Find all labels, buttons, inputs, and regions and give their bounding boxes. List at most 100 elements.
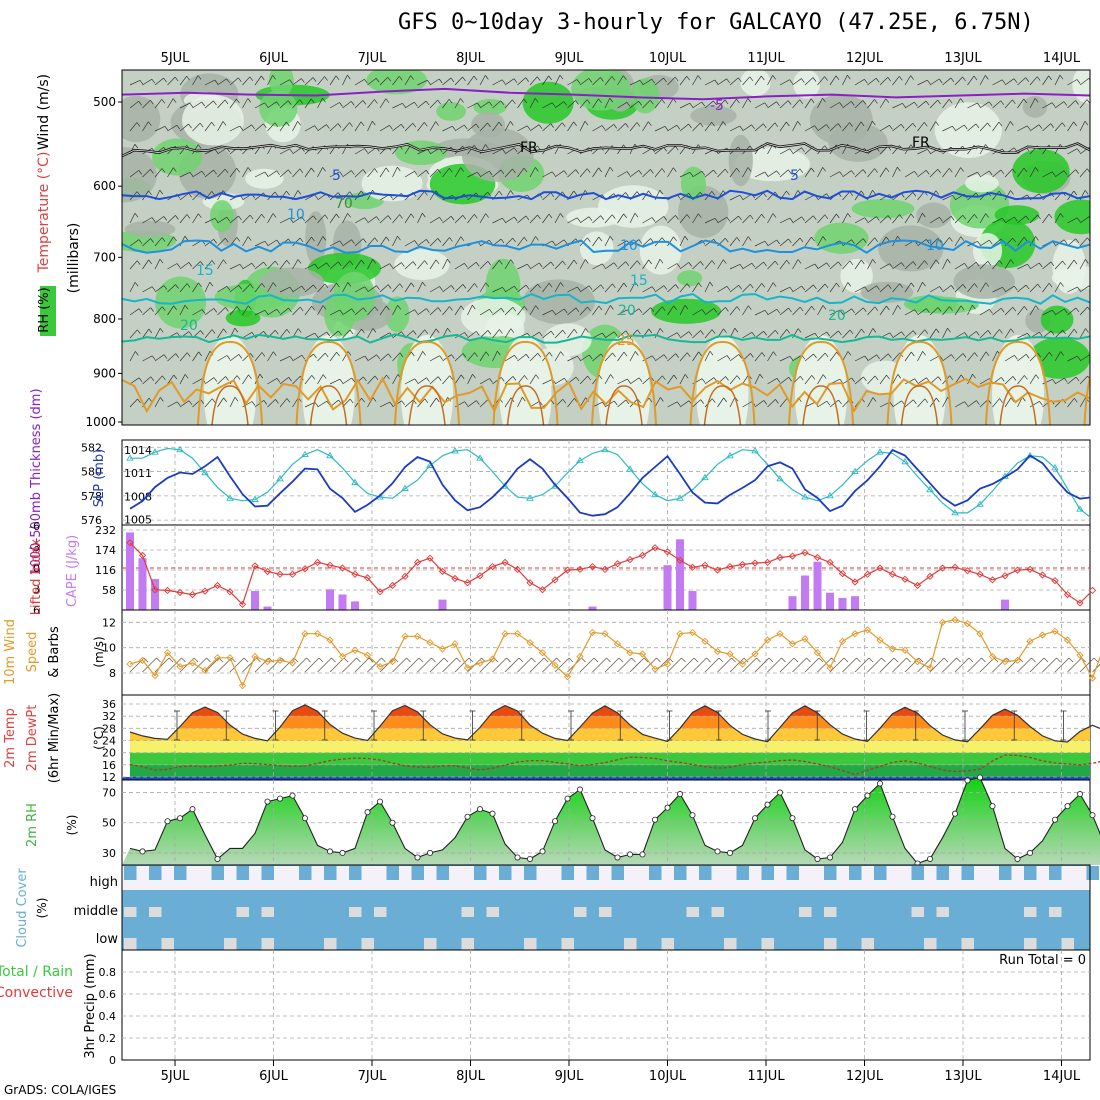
wind10-point xyxy=(751,650,759,658)
rh2m-point xyxy=(989,803,996,810)
wind-barb-flag xyxy=(473,145,478,150)
wind-barb-flag xyxy=(613,331,618,337)
wind-barb-flag xyxy=(1063,170,1068,175)
wind-barb-flag xyxy=(577,355,581,361)
wind-barb-flag xyxy=(387,215,392,220)
wind-barb-flag xyxy=(186,283,191,288)
wind-barb xyxy=(354,169,364,178)
wind-barb-flag xyxy=(525,354,530,359)
wind-barb xyxy=(667,263,678,270)
wind-barb xyxy=(342,170,352,178)
rh-blob xyxy=(728,134,753,187)
wind-barb-flag xyxy=(238,285,242,290)
wind-barb xyxy=(1017,237,1025,247)
wind10-barb-flag xyxy=(943,657,949,663)
wind-barb-flag xyxy=(627,378,631,384)
wind10-barb-flag xyxy=(981,657,986,663)
wind-barb-flag xyxy=(422,281,426,287)
wind-barb-flag xyxy=(414,101,418,107)
wind-barb-flag xyxy=(813,353,817,359)
chart-title: GFS 0~10day 3-hourly for GALCAYO (47.25E… xyxy=(398,10,1034,35)
wind-barb-flag xyxy=(362,238,367,243)
wind-barb xyxy=(379,263,390,270)
wind-barb-flag xyxy=(725,376,729,381)
wind-barb-flag xyxy=(213,377,218,382)
wind-barb-flag xyxy=(947,258,951,264)
rh2m-point xyxy=(877,780,884,787)
wind-barb-flag xyxy=(363,376,367,382)
cloud-low-gap xyxy=(124,938,137,950)
lifted-index-point xyxy=(351,570,359,578)
upper-air-frame xyxy=(121,69,1091,426)
wind-barb-flag xyxy=(749,76,754,82)
rh2m-point xyxy=(639,851,646,858)
wind-barb xyxy=(579,354,590,362)
date-label-bottom: 12JUL xyxy=(846,1069,884,1084)
wind-barb xyxy=(904,213,912,224)
wind-barb xyxy=(979,213,986,224)
wind-barb-flag xyxy=(460,236,465,241)
wind-barb xyxy=(154,306,163,316)
wind-barb-flag xyxy=(987,330,992,335)
cloud-middle-gap xyxy=(374,907,387,917)
date-label-bottom: 14JUL xyxy=(1043,1069,1081,1084)
wind10-barb-flag xyxy=(818,657,824,663)
wind-barb-flag xyxy=(601,263,606,269)
wind-barb xyxy=(379,167,387,178)
y-tick-label: 10 xyxy=(102,642,116,655)
wind-barb-flag xyxy=(477,171,481,177)
lifted-index-point xyxy=(288,570,297,578)
wind-barb xyxy=(467,171,478,178)
wind-barb xyxy=(429,99,438,109)
wind-barb xyxy=(229,284,239,293)
wind-barb-flag xyxy=(297,121,301,126)
wind10-point xyxy=(801,635,809,643)
wind-barb-flag xyxy=(588,216,593,221)
wind-barb xyxy=(379,76,389,86)
wind-barb-flag xyxy=(238,77,242,82)
wind-barb-flag xyxy=(498,260,503,265)
wind-barb-flag xyxy=(513,147,518,153)
wind-barb-flag xyxy=(651,78,656,84)
wind-barb-flag xyxy=(1010,328,1015,333)
wind-barb-flag xyxy=(849,329,854,335)
thickness-point xyxy=(626,465,634,472)
wind-barb xyxy=(179,374,186,385)
cloud-high-bar xyxy=(699,866,712,880)
wind-barb-flag xyxy=(799,99,803,104)
wind-barb-flag xyxy=(675,215,679,220)
rh2m-point xyxy=(789,815,796,822)
wind-barb xyxy=(154,328,161,339)
wind-barb-flag xyxy=(176,401,181,407)
cloud-low-gap xyxy=(1024,938,1037,950)
wind-barb-flag xyxy=(927,149,931,154)
wind-barb-flag xyxy=(537,283,541,289)
wind-barb-flag xyxy=(176,263,181,268)
temp-contour-fr-inner xyxy=(122,143,1090,157)
wind-barb xyxy=(267,122,276,132)
wind-barb xyxy=(679,214,688,224)
wind-barb-flag xyxy=(435,328,440,334)
wind-barb xyxy=(779,169,789,178)
wind10-barb xyxy=(292,657,307,673)
wind-barb xyxy=(1042,309,1053,316)
wind-barb-flag xyxy=(749,214,754,220)
wind-barb-flag xyxy=(676,332,681,337)
wind-barb-flag xyxy=(435,121,439,126)
rh-blob xyxy=(182,94,244,146)
wind-barb xyxy=(254,171,265,178)
wind-barb-flag xyxy=(213,100,217,106)
rh2m-point xyxy=(589,815,596,822)
wind-barb xyxy=(804,284,814,293)
wind-barb-flag xyxy=(310,98,315,104)
lifted-index-point xyxy=(601,565,609,574)
wind10-point xyxy=(326,636,334,644)
wind10-point xyxy=(488,655,497,663)
wind-barb-flag xyxy=(512,237,516,243)
wind-barb-flag xyxy=(209,281,214,287)
rh2m-point xyxy=(677,791,684,798)
wind-barb-flag xyxy=(1023,98,1028,104)
rh2m-point xyxy=(1014,855,1021,862)
cloud-low-gap xyxy=(724,938,737,950)
wind-barb xyxy=(1029,167,1036,178)
